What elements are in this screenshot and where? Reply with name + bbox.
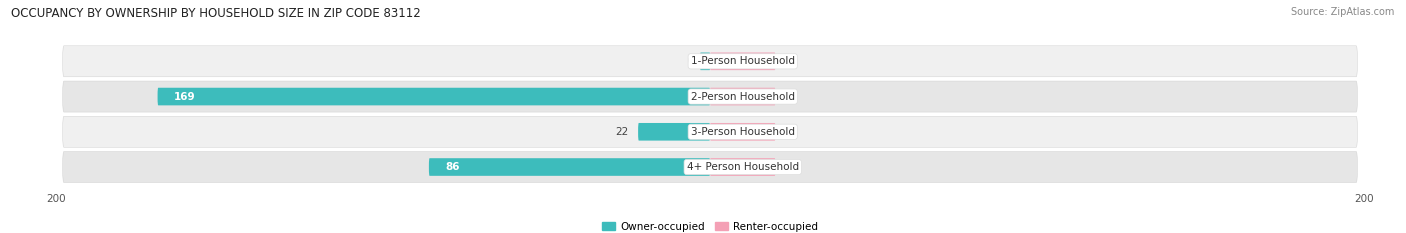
Text: 0: 0: [785, 162, 792, 172]
FancyBboxPatch shape: [429, 158, 710, 176]
Text: OCCUPANCY BY OWNERSHIP BY HOUSEHOLD SIZE IN ZIP CODE 83112: OCCUPANCY BY OWNERSHIP BY HOUSEHOLD SIZE…: [11, 7, 420, 20]
FancyBboxPatch shape: [63, 116, 1357, 147]
Legend: Owner-occupied, Renter-occupied: Owner-occupied, Renter-occupied: [598, 218, 823, 233]
Text: Source: ZipAtlas.com: Source: ZipAtlas.com: [1291, 7, 1395, 17]
Text: 86: 86: [446, 162, 460, 172]
Text: 22: 22: [614, 127, 628, 137]
FancyBboxPatch shape: [700, 52, 710, 70]
FancyBboxPatch shape: [63, 81, 1357, 112]
FancyBboxPatch shape: [710, 52, 776, 70]
Text: 0: 0: [785, 92, 792, 102]
FancyBboxPatch shape: [63, 46, 1357, 77]
FancyBboxPatch shape: [63, 151, 1357, 182]
FancyBboxPatch shape: [710, 123, 776, 140]
Text: 0: 0: [785, 127, 792, 137]
Text: 0: 0: [688, 56, 693, 66]
FancyBboxPatch shape: [710, 158, 776, 176]
Text: 2-Person Household: 2-Person Household: [690, 92, 794, 102]
FancyBboxPatch shape: [710, 88, 776, 105]
FancyBboxPatch shape: [157, 88, 710, 105]
Text: 1-Person Household: 1-Person Household: [690, 56, 794, 66]
Text: 3-Person Household: 3-Person Household: [690, 127, 794, 137]
Text: 4+ Person Household: 4+ Person Household: [686, 162, 799, 172]
FancyBboxPatch shape: [638, 123, 710, 140]
Text: 169: 169: [174, 92, 195, 102]
Text: 0: 0: [785, 56, 792, 66]
